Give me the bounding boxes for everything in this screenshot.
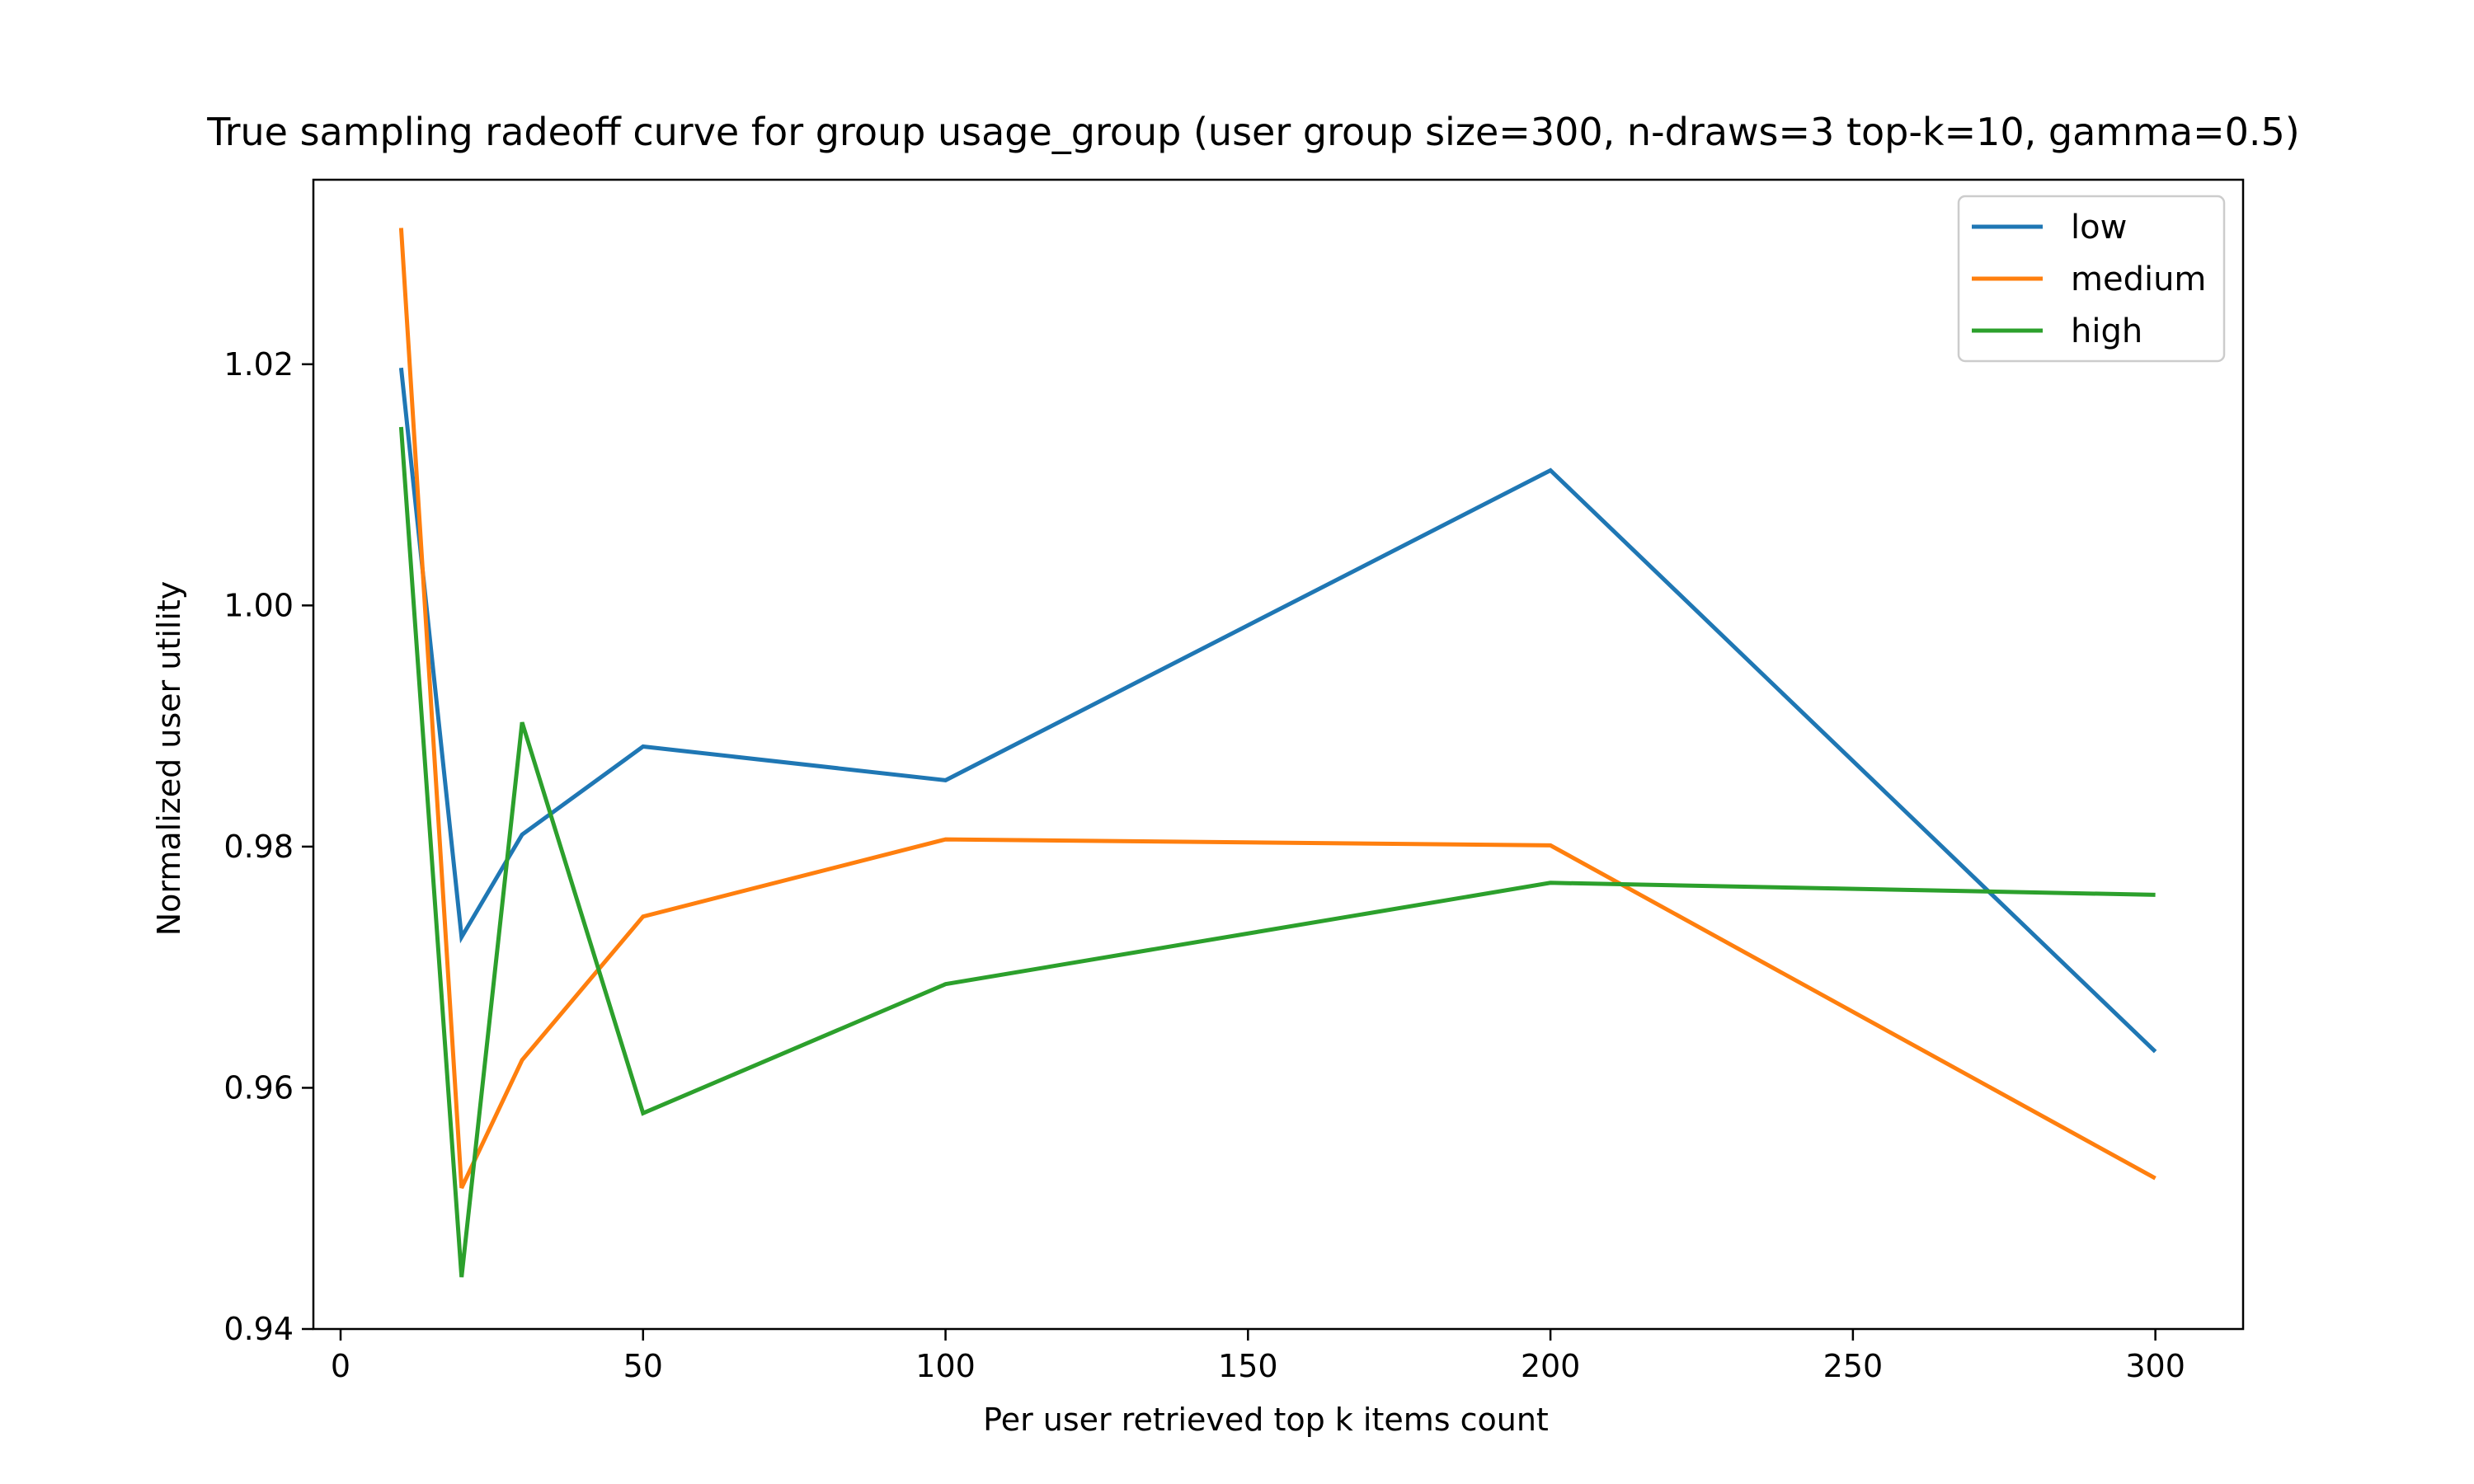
x-tick-label: 150 [1218,1348,1278,1384]
plot-frame [312,178,2245,1331]
series-line-high [398,426,2156,1278]
y-tick-label: 0.96 [223,1069,294,1106]
plot-area [398,228,2157,1278]
x-tick-label: 200 [1521,1348,1581,1384]
series-line-medium [398,228,2157,1189]
x-axis-title: Per user retrieved top k items count [983,1402,1549,1438]
chart-title: True sampling radeoff curve for group us… [206,110,2299,154]
legend-box [1957,195,2226,363]
x-tick-label: 0 [331,1348,350,1384]
y-axis-title: Normalized user utility [151,581,187,937]
x-tick-label: 100 [915,1348,976,1384]
x-tick-label: 300 [2125,1348,2185,1384]
x-tick-label: 50 [623,1348,663,1384]
y-tick-label: 1.00 [223,587,294,623]
legend-label-medium: medium [2071,261,2206,298]
axes: 0 50 100 150 200 250 300 0.94 0.96 0.98 1.00 1.02 [223,178,2245,1384]
x-tick-label: 250 [1823,1348,1884,1384]
legend-label-low: low [2071,209,2127,247]
y-tick-label: 0.94 [223,1311,294,1347]
legend: low medium high [1957,195,2226,363]
legend-label-high: high [2071,312,2142,350]
y-tick-label: 0.98 [223,829,294,865]
series-line-low [398,367,2157,1054]
y-tick-label: 1.02 [223,346,294,383]
